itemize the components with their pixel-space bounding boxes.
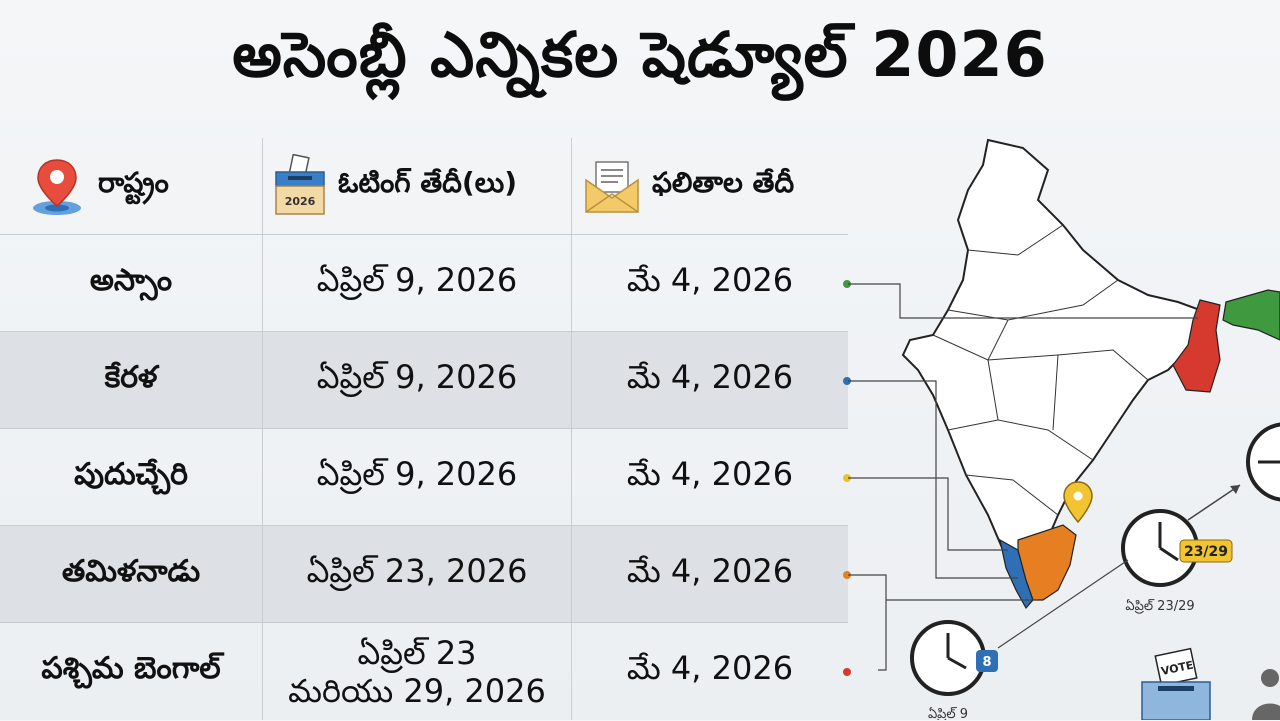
voting-date-line2: మరియు 29, 2026 (288, 671, 546, 710)
assam-region (1222, 289, 1280, 341)
clock-icon: 23/29 (1121, 509, 1233, 587)
table-header: రాష్ట్రం 2026 ఓటింగ్ తేదీ(లు) ఫలితాల తేద… (0, 138, 848, 234)
people-icon (1252, 669, 1280, 720)
voting-date: ఏప్రిల్ 9, 2026 (316, 454, 518, 493)
connector-dot-kerala (843, 377, 851, 385)
connector-dot-tamilnadu (843, 571, 851, 579)
state-name: పశ్చిమ బెంగాల్ (41, 650, 221, 686)
west-bengal-region (1172, 299, 1221, 393)
table-row: పశ్చిమ బెంగాల్ ఏప్రిల్ 23 మరియు 29, 2026… (0, 622, 848, 721)
header-results-label: ఫలితాల తేదీ (652, 166, 795, 199)
clock-caption-1: ఏప్రిల్ 23/29 (1125, 599, 1194, 614)
header-state: రాష్ట్రం (30, 138, 260, 234)
clock-caption-2: ఏప్రిల్ 9 (928, 707, 968, 720)
clock-icon: 8 (910, 620, 998, 696)
page-title: అసెంబ్లీ ఎన్నికల షెడ్యూల్ 2026 (232, 18, 1048, 91)
state-name: పుదుచ్చేరి (74, 456, 188, 492)
voting-date: ఏప్రిల్ 9, 2026 (316, 357, 518, 396)
results-date: మే 4, 2026 (626, 551, 794, 590)
results-date: మే 4, 2026 (626, 648, 794, 687)
column-divider (262, 138, 263, 720)
schedule-table: రాష్ట్రం 2026 ఓటింగ్ తేదీ(లు) ఫలితాల తేద… (0, 138, 848, 720)
state-name: అస్సాం (89, 262, 173, 298)
tamilnadu-region (1017, 524, 1077, 601)
connector-dot-puducherry (843, 474, 851, 482)
state-name: కేరళ (104, 359, 158, 395)
header-voting: 2026 ఓటింగ్ తేదీ(లు) (272, 138, 572, 234)
clock-badge-1: 23/29 (1184, 544, 1228, 560)
results-date: మే 4, 2026 (626, 454, 794, 493)
ballot-box-year: 2026 (285, 195, 316, 208)
results-date: మే 4, 2026 (626, 260, 794, 299)
results-date: మే 4, 2026 (626, 357, 794, 396)
table-row: అస్సాం ఏప్రిల్ 9, 2026 మే 4, 2026 (0, 234, 848, 332)
header-state-label: రాష్ట్రం (98, 166, 169, 199)
ballot-box-icon: VOTE (1141, 647, 1211, 720)
state-name: తమిళనాడు (61, 553, 201, 589)
puducherry-pin-icon (1063, 481, 1093, 524)
location-pin-icon (33, 159, 81, 215)
voting-date: ఏప్రిల్ 23, 2026 (306, 551, 528, 590)
header-voting-label: ఓటింగ్ తేదీ(లు) (338, 166, 518, 199)
voting-date: ఏప్రిల్ 23 మరియు 29, 2026 (263, 623, 571, 720)
india-map-illustration: 23/29 ఏప్రిల్ 23/29 8 ఏప్రిల్ 9 VOTE (848, 138, 1280, 720)
ballot-box-icon: 2026 (275, 154, 325, 215)
table-row: కేరళ ఏప్రిల్ 9, 2026 మే 4, 2026 (0, 331, 848, 429)
table-row: పుదుచ్చేరి ఏప్రిల్ 9, 2026 మే 4, 2026 (0, 428, 848, 526)
column-divider (571, 138, 572, 720)
connector-dot-westbengal (843, 668, 851, 676)
header-results: ఫలితాల తేదీ (582, 138, 848, 234)
clock-badge-2: 8 (982, 655, 991, 670)
envelope-letter-icon (585, 161, 639, 213)
voting-date-line1: ఏప్రిల్ 23 (357, 633, 477, 672)
table-row: తమిళనాడు ఏప్రిల్ 23, 2026 మే 4, 2026 (0, 525, 848, 623)
voting-date: ఏప్రిల్ 9, 2026 (316, 260, 518, 299)
clock-icon (1246, 422, 1280, 502)
connector-dot-assam (843, 280, 851, 288)
